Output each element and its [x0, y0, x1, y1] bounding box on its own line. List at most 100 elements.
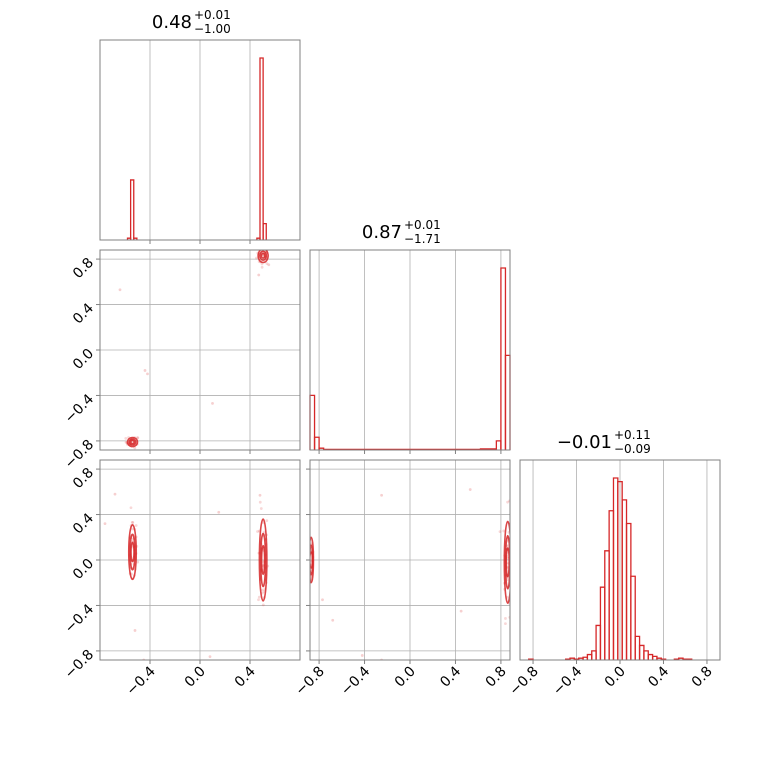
p3-hist-bin [504, 354, 511, 450]
p4-outlier-point [208, 655, 212, 658]
p4-sample-point [258, 500, 262, 504]
p4-sample-point [265, 519, 269, 523]
p5-sample-point [498, 530, 502, 533]
p5-density-contour [310, 551, 314, 569]
p5-outlier-point [360, 654, 364, 657]
p2-ytick-label: 0.4 [70, 300, 97, 327]
p2-outlier-point [146, 372, 149, 376]
p4-density-contour [258, 518, 268, 602]
p5-sample-point [512, 614, 515, 617]
p2-outlier-point [211, 402, 214, 405]
p2-outlier-point [267, 263, 271, 267]
p5-sample-point [510, 595, 513, 598]
p2-density-contour [259, 250, 268, 261]
p2-ytick-label: −0.4 [62, 391, 97, 426]
p2-sample-point [124, 436, 128, 440]
p1-hist-bin [262, 222, 267, 240]
p3-title-plus: +0.01 [404, 218, 441, 232]
p1-title-plus: +0.01 [194, 8, 231, 22]
p3-title-minus: −1.71 [404, 232, 441, 246]
p5-density-contour [505, 547, 510, 578]
p4-outlier-point [103, 522, 107, 526]
p6-hist-bin [608, 510, 615, 660]
p6-title-plus: +0.11 [614, 428, 651, 442]
p4-sample-point [257, 595, 261, 599]
p5-sample-point [511, 571, 514, 574]
p4-density-contour [260, 544, 266, 576]
scatter-panel-row3-col2: −0.8 −0.4 0.0 0.4 0.8 [293, 459, 515, 699]
p6-hist-bin [586, 653, 593, 660]
p5-sample-point [506, 500, 509, 504]
p5-outlier-point [468, 488, 472, 491]
p6-title-minus: −0.09 [614, 442, 651, 456]
p2-ytick-label: −0.8 [62, 437, 97, 472]
p6-hist-bin [625, 522, 632, 660]
p5-sample-point [504, 622, 507, 625]
p1-hist-bin [133, 237, 138, 240]
p6-hist-bin [647, 653, 654, 660]
p4-ytick-label: 0.0 [70, 556, 97, 583]
p2-ytick-label: 0.8 [70, 255, 97, 282]
p6-hist-bin [630, 575, 636, 660]
p4-ytick-label: −0.4 [62, 601, 97, 636]
p6-hist-bin [634, 635, 641, 660]
p5-outlier-point [459, 609, 463, 613]
p4-sample-point [130, 521, 134, 524]
p5-outlier-point [380, 493, 383, 497]
p6-hist-bin [651, 655, 658, 660]
p2-outlier-point [118, 288, 122, 292]
p4-points-layer [103, 492, 270, 660]
scatter-panel-row2-col1: −0.8 −0.4 0.0 0.4 0.8 [62, 249, 301, 472]
p5-sample-point [310, 560, 313, 564]
p5-density-contour [503, 520, 510, 604]
p3-hist-bin [313, 436, 320, 450]
p6-hist-bin [638, 644, 645, 660]
p5-sample-point [510, 572, 513, 575]
p5-points-layer [307, 488, 515, 660]
scatter-panel-row3-col1: −0.4 0.0 0.4−0.8−0.40.00.40.8 [62, 459, 301, 699]
p5-xtick-label: 0.0 [392, 664, 419, 691]
p4-ytick-label: −0.8 [62, 647, 97, 682]
p1-title-value: 0.48 [152, 12, 192, 33]
p4-ytick-label: 0.4 [70, 510, 97, 537]
p5-xtick-label: 0.8 [483, 664, 510, 691]
p4-sample-point [261, 603, 265, 607]
p2-density-contour [257, 250, 269, 264]
p4-sample-point [130, 527, 134, 531]
p2-ytick-label: 0.0 [70, 346, 97, 373]
p2-points-layer [118, 250, 271, 450]
p6-xtick-label: −0.4 [550, 663, 585, 698]
histogram-panel-3: −0.8 −0.4 0.0 0.4 0.8 −0.01 +0.11−0.09 [507, 428, 721, 699]
p3-hist-bin [495, 440, 502, 450]
p4-sample-point [129, 506, 133, 510]
p4-density-contour [127, 523, 138, 581]
p4-density-contour [259, 532, 267, 588]
p4-outlier-point [133, 629, 137, 632]
p5-sample-point [504, 617, 507, 620]
p4-density-contour [129, 533, 136, 571]
p5-sample-point [307, 571, 310, 574]
p4-outlier-point [258, 493, 262, 497]
p2-sample-point [255, 256, 258, 260]
p2-density-contour [129, 439, 136, 445]
p5-sample-point [502, 529, 506, 533]
p1-hist-bin [259, 57, 264, 240]
p4-outlier-point [217, 510, 221, 514]
p4-sample-point [257, 598, 260, 602]
p2-outlier-point [143, 369, 147, 372]
p2-sample-point [133, 446, 137, 450]
p3-hist-bin [309, 394, 316, 450]
p5-sample-point [510, 562, 513, 565]
p4-density-contour [130, 541, 135, 563]
p2-density-contour [260, 252, 266, 259]
p2-density-contour [126, 436, 139, 448]
p5-xtick-label: −0.8 [293, 664, 328, 699]
p1-title-minus: −1.00 [194, 22, 231, 36]
p4-sample-point [260, 588, 264, 592]
histogram-panel-1: 0.48 +0.01−1.00 [99, 8, 301, 244]
p4-sample-point [134, 524, 138, 527]
p6-hist-bin [595, 624, 602, 660]
p6-hist-bin [643, 650, 649, 660]
p6-xtick-label: 0.8 [689, 664, 716, 691]
